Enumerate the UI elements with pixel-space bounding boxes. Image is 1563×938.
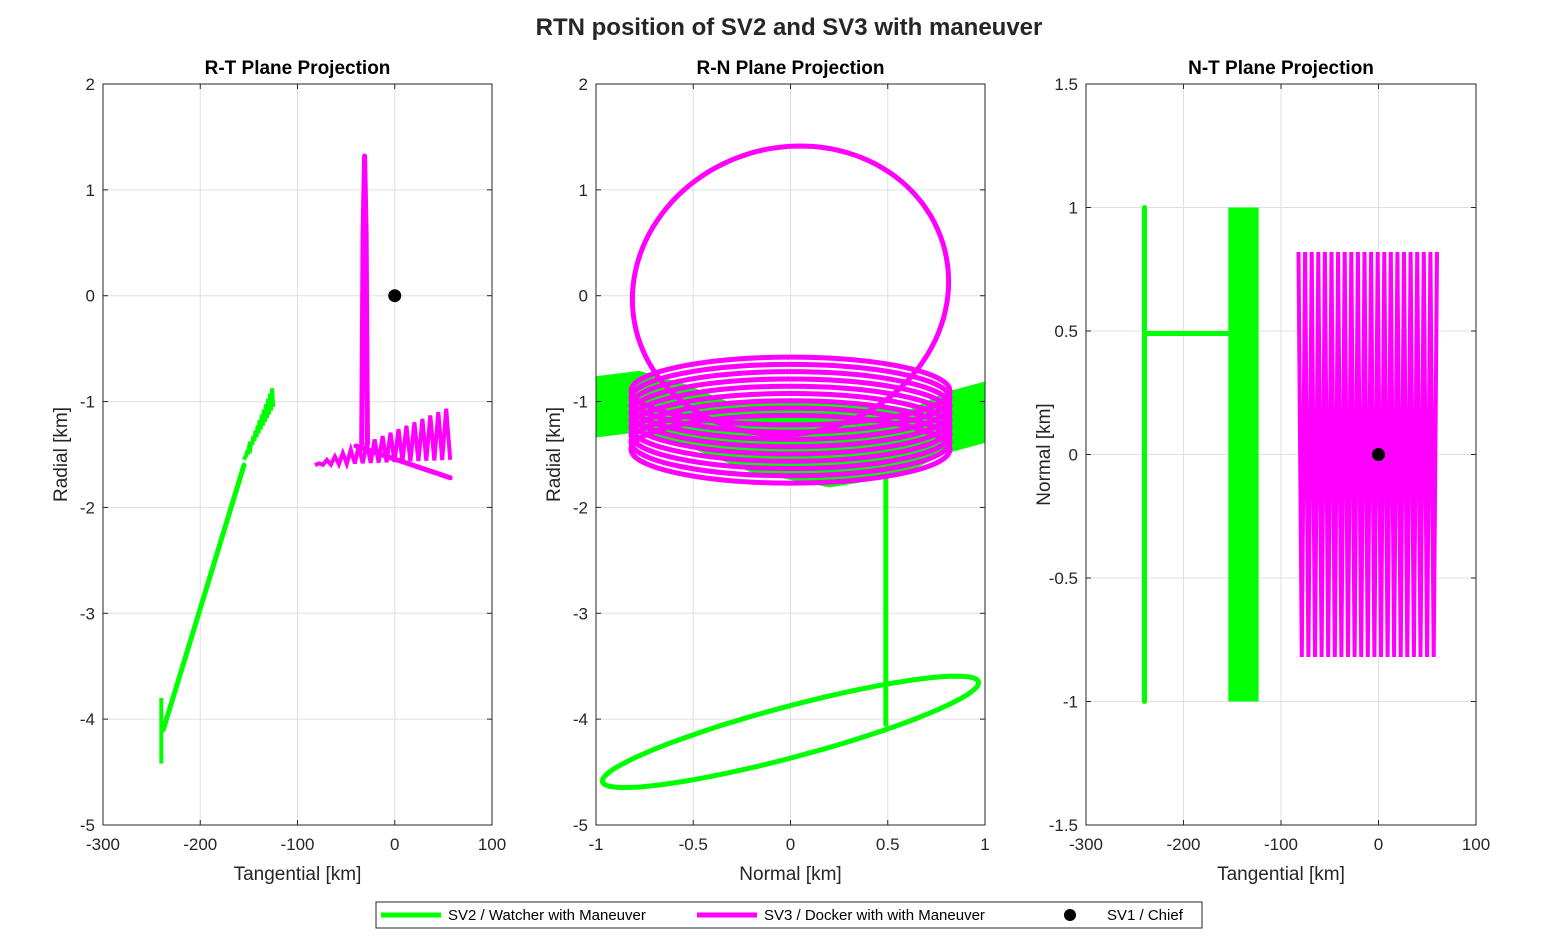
y-axis-label: Radial [km]	[51, 407, 72, 502]
sv3-ring	[628, 369, 953, 442]
subplot-title: R-T Plane Projection	[205, 58, 391, 79]
x-tick-label: -200	[1166, 835, 1200, 854]
sv3-ring	[628, 376, 953, 450]
sv3-ring	[628, 405, 953, 479]
legend-label: SV2 / Watcher with Maneuver	[448, 907, 646, 924]
legend-label: SV1 / Chief	[1107, 907, 1184, 924]
x-tick-label: -300	[86, 835, 120, 854]
x-axis-label: Tangential [km]	[234, 864, 362, 885]
y-tick-label: 1	[86, 181, 95, 200]
legend-swatch	[1064, 909, 1076, 921]
x-tick-label: -300	[1069, 835, 1103, 854]
sv2-trace-1	[600, 673, 981, 790]
sv3-ring	[628, 412, 953, 486]
sv2-trace-3	[242, 388, 276, 461]
y-tick-label: -1	[1063, 693, 1078, 712]
subplot-title: N-T Plane Projection	[1188, 58, 1374, 79]
y-tick-label: 0	[86, 287, 95, 306]
sv3-trace-5	[359, 153, 370, 447]
series-layer	[596, 143, 985, 790]
y-tick-label: 0	[579, 287, 588, 306]
subplot-1: -300 -200 -100 0 100 -5 -4 -3 -2 -1 0 1 2 R-T Plane P…	[51, 58, 506, 885]
x-tick-label: -1	[588, 835, 603, 854]
x-tick-label: -200	[183, 835, 217, 854]
y-tick-label: -2	[80, 498, 95, 517]
legend-label: SV3 / Docker with with Maneuver	[764, 907, 985, 924]
sv3-trace-6	[353, 443, 453, 481]
sv3-ring	[628, 398, 953, 472]
y-tick-label: -4	[573, 710, 588, 729]
x-tick-label: 0	[1374, 835, 1383, 854]
legend-entry-sv2: SV2 / Watcher with Maneuver	[381, 907, 646, 924]
y-tick-label: 1	[1069, 199, 1078, 218]
sv3-trace-5	[629, 143, 952, 438]
sv3-trace-4	[314, 408, 453, 471]
y-tick-label: 0	[1069, 446, 1078, 465]
x-tick-label: -100	[280, 835, 314, 854]
sv2-trace-3	[1228, 207, 1259, 702]
y-tick-label: -4	[80, 710, 95, 729]
subplot-2: -1 -0.5 0 0.5 1 -5 -4 -3 -2 -1 0 1 2 R-N Plane Projec…	[544, 58, 990, 885]
y-tick-label: -1.5	[1049, 816, 1078, 835]
legend: SV2 / Watcher with Maneuver SV3 / Docker …	[375, 901, 1203, 929]
sv1-chief-point	[388, 289, 402, 303]
figure-title: RTN position of SV2 and SV3 with maneuve…	[536, 14, 1043, 41]
y-tick-label: -0.5	[1049, 569, 1078, 588]
y-tick-label: 2	[579, 75, 588, 94]
y-axis-label: Radial [km]	[544, 407, 565, 502]
y-tick-label: -3	[573, 604, 588, 623]
y-tick-label: 1	[579, 181, 588, 200]
y-tick-label: -5	[573, 816, 588, 835]
x-tick-label: 100	[478, 835, 506, 854]
x-axis-label: Tangential [km]	[1217, 864, 1345, 885]
sv3-ring	[628, 390, 953, 464]
sv3-ring	[628, 383, 953, 457]
series-layer	[1142, 205, 1439, 704]
y-tick-label: 1.5	[1054, 75, 1078, 94]
legend-entry-sv3: SV3 / Docker with with Maneuver	[697, 907, 985, 924]
y-tick-label: -1	[80, 393, 95, 412]
y-tick-label: -2	[573, 498, 588, 517]
y-tick-label: -3	[80, 604, 95, 623]
x-tick-label: 0	[390, 835, 399, 854]
y-tick-label: 2	[86, 75, 95, 94]
y-tick-label: -1	[573, 393, 588, 412]
sv2-trace-2	[160, 462, 247, 733]
sv3-trace-4	[1296, 251, 1439, 658]
subplot-3: -300 -200 -100 0 100 -1.5 -1 -0.5 0 0.5 1 1.5 N-T Pl…	[1034, 58, 1490, 885]
y-tick-label: 0.5	[1054, 322, 1078, 341]
sv3-trace-6	[628, 354, 953, 486]
x-tick-label: 1	[980, 835, 989, 854]
x-tick-label: 0	[786, 835, 795, 854]
sv3-ring	[628, 354, 953, 428]
subplot-title: R-N Plane Projection	[697, 58, 885, 79]
x-tick-label: -0.5	[679, 835, 708, 854]
legend-entry-sv1: SV1 / Chief	[1064, 907, 1184, 924]
y-tick-label: -5	[80, 816, 95, 835]
x-axis-label: Normal [km]	[739, 864, 841, 885]
x-tick-label: -100	[1264, 835, 1298, 854]
series-layer	[159, 153, 453, 764]
x-tick-label: 0.5	[876, 835, 900, 854]
sv1-chief-point	[1372, 448, 1385, 461]
x-tick-label: 100	[1462, 835, 1490, 854]
sv3-ring	[628, 361, 953, 435]
y-axis-label: Normal [km]	[1034, 403, 1055, 505]
